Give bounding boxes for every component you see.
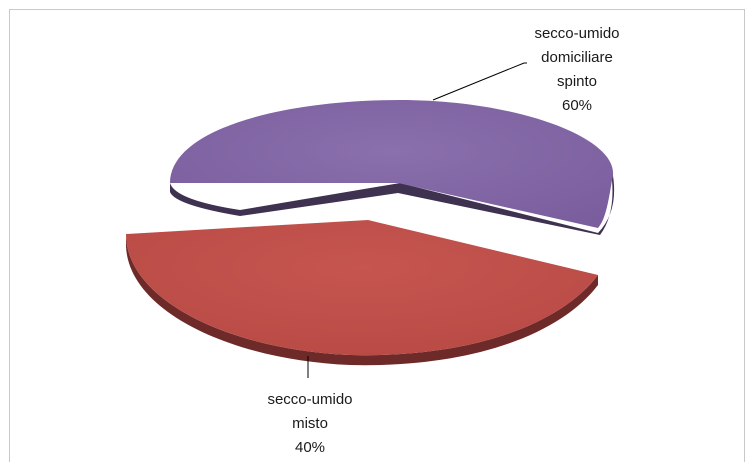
leader-line-0 bbox=[433, 63, 527, 100]
slice-label-0-line-2: spinto bbox=[557, 73, 597, 90]
slice-label-0-line-0: secco-umido bbox=[534, 25, 619, 42]
slice-label-1: secco-umido misto 40% bbox=[267, 391, 352, 456]
slice-label-0-percent: 60% bbox=[562, 97, 592, 114]
pie-slice-0 bbox=[170, 100, 614, 235]
slice-label-1-percent: 40% bbox=[295, 439, 325, 456]
pie-slice-1 bbox=[126, 220, 598, 365]
slice-label-1-line-1: misto bbox=[292, 415, 328, 432]
slice-label-0-line-1: domiciliare bbox=[541, 49, 613, 66]
pie-slice-0-top bbox=[170, 100, 613, 228]
slice-label-0: secco-umido domiciliare spinto 60% bbox=[534, 25, 619, 114]
slice-label-1-line-0: secco-umido bbox=[267, 391, 352, 408]
